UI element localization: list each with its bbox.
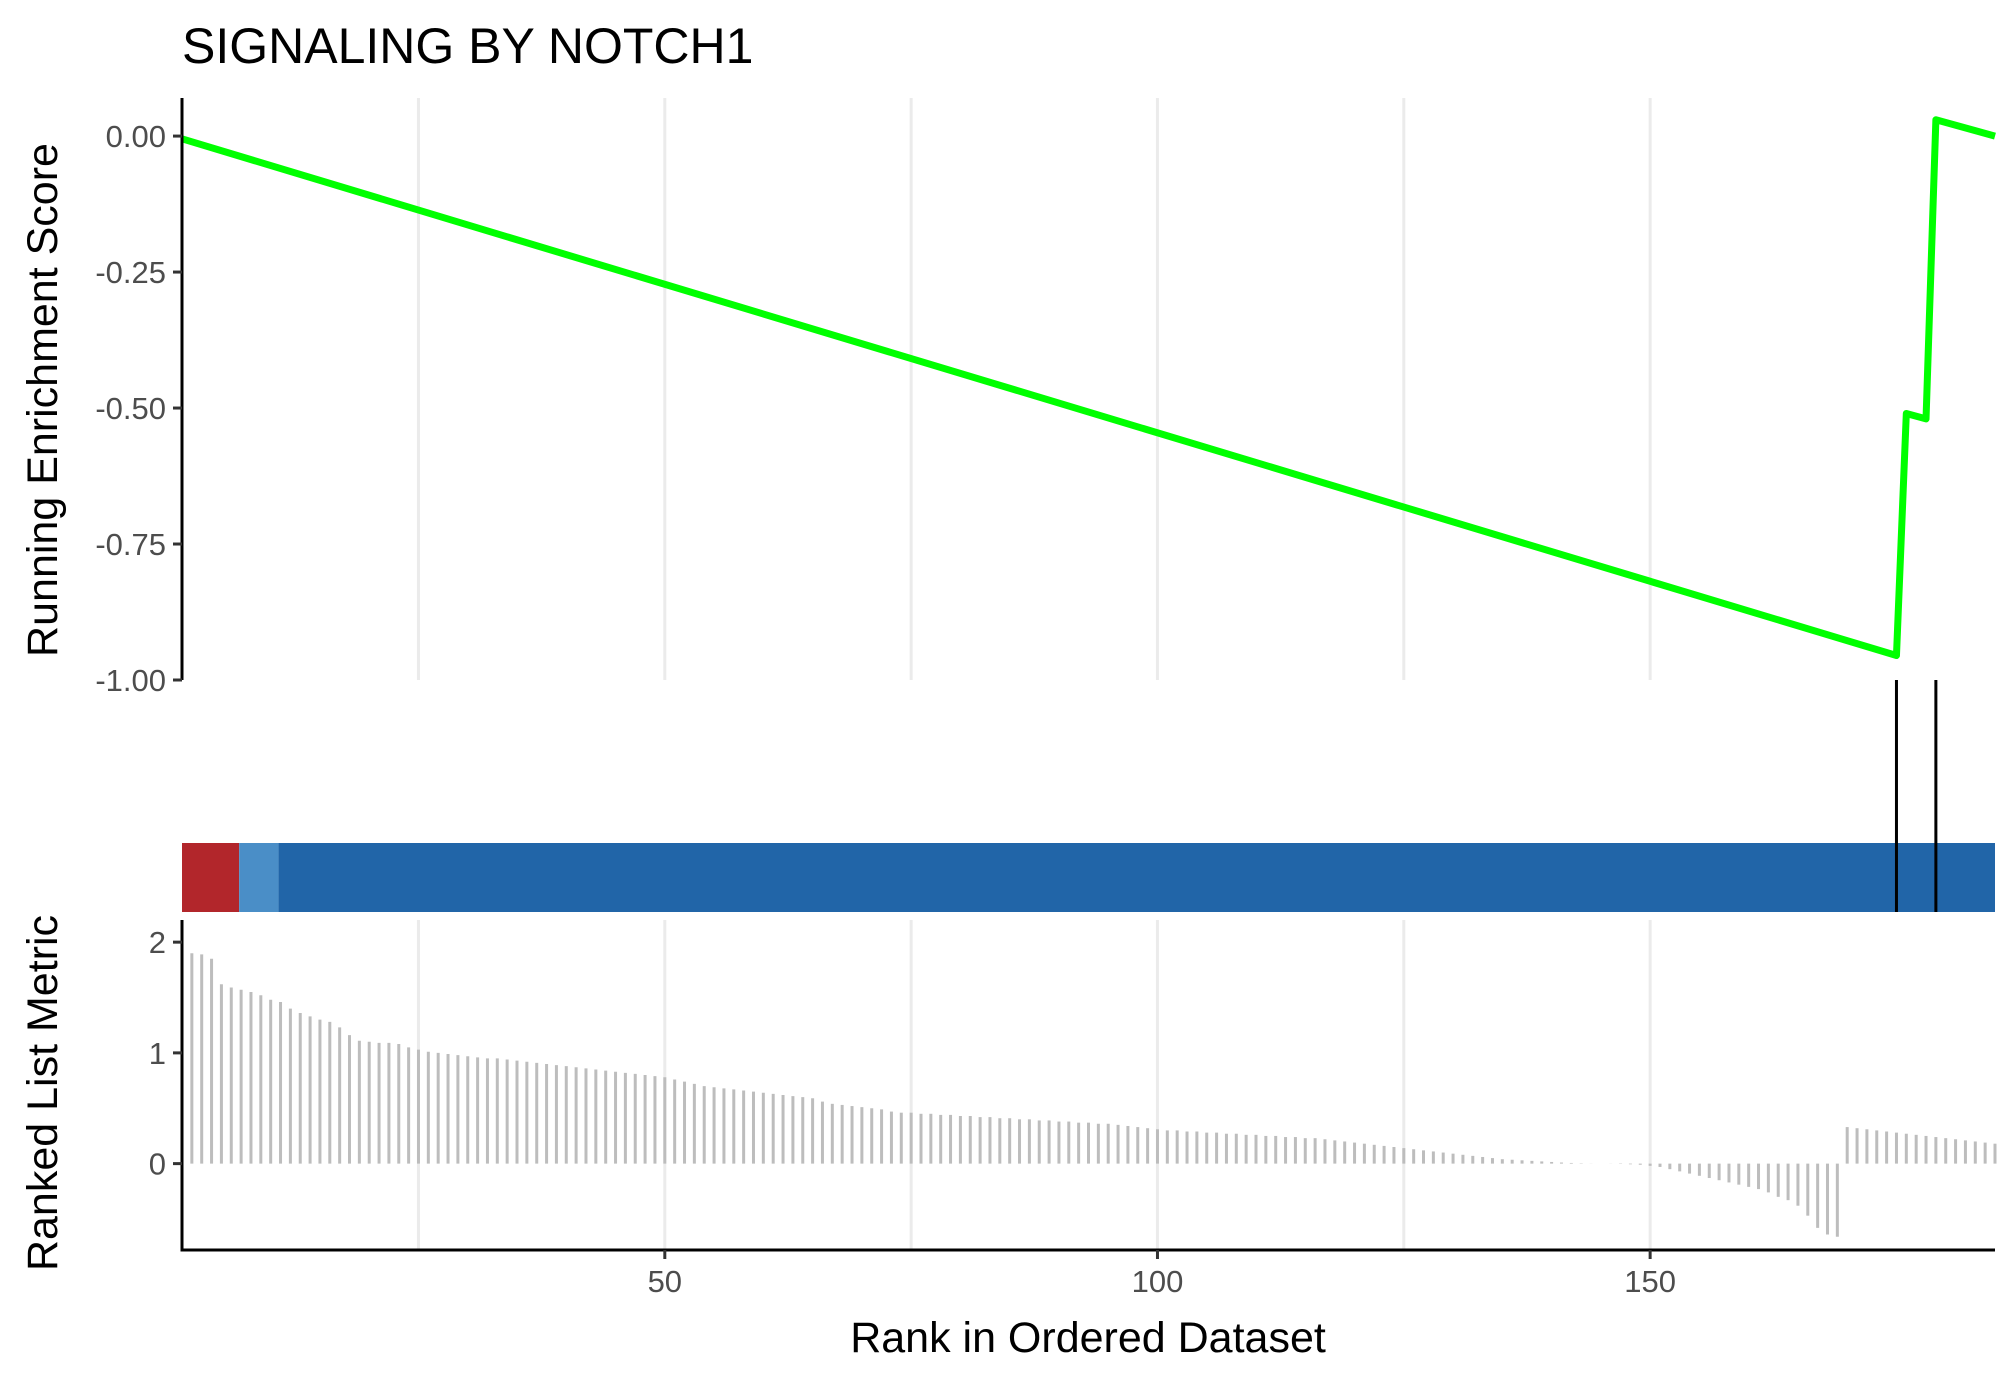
chart-title: SIGNALING BY NOTCH1 [182, 18, 753, 74]
color-bar-segment [278, 843, 1995, 912]
x-tick-label: 150 [1624, 1264, 1676, 1299]
running-score-gridlines [416, 98, 1652, 680]
x-axis-ticks: 50 100 150 [648, 1250, 1676, 1299]
x-tick-label: 50 [648, 1264, 682, 1299]
running-score-y-ticks: 0.00 -0.25 -0.50 -0.75 -1.00 [95, 119, 182, 698]
y-tick-label: -1.00 [95, 663, 166, 698]
color-bar-segment [239, 843, 279, 912]
x-axis-title: Rank in Ordered Dataset [850, 1314, 1326, 1362]
ranked-metric-y-ticks: 0 1 2 [149, 925, 182, 1182]
y-tick-label: 0.00 [106, 119, 166, 154]
gene-hit-markers [1894, 680, 1938, 912]
color-bar-segment [182, 843, 240, 912]
y-tick-label: 2 [149, 925, 166, 960]
ranked-metric-gridlines [416, 920, 1652, 1250]
y-tick-label: 0 [149, 1147, 166, 1182]
running-score-y-axis-title: Running Enrichment Score [19, 143, 67, 657]
ranked-metric-y-axis-title: Ranked List Metric [19, 915, 67, 1271]
rank-color-bar [182, 843, 1995, 912]
x-tick-label: 100 [1132, 1264, 1184, 1299]
y-tick-label: -0.25 [95, 255, 166, 290]
ranked-metric-bars [180, 948, 1997, 1237]
running-enrichment-score-line [180, 116, 1996, 660]
y-tick-label: -0.50 [95, 391, 166, 426]
y-tick-label: 1 [149, 1036, 166, 1071]
y-tick-label: -0.75 [95, 527, 166, 562]
